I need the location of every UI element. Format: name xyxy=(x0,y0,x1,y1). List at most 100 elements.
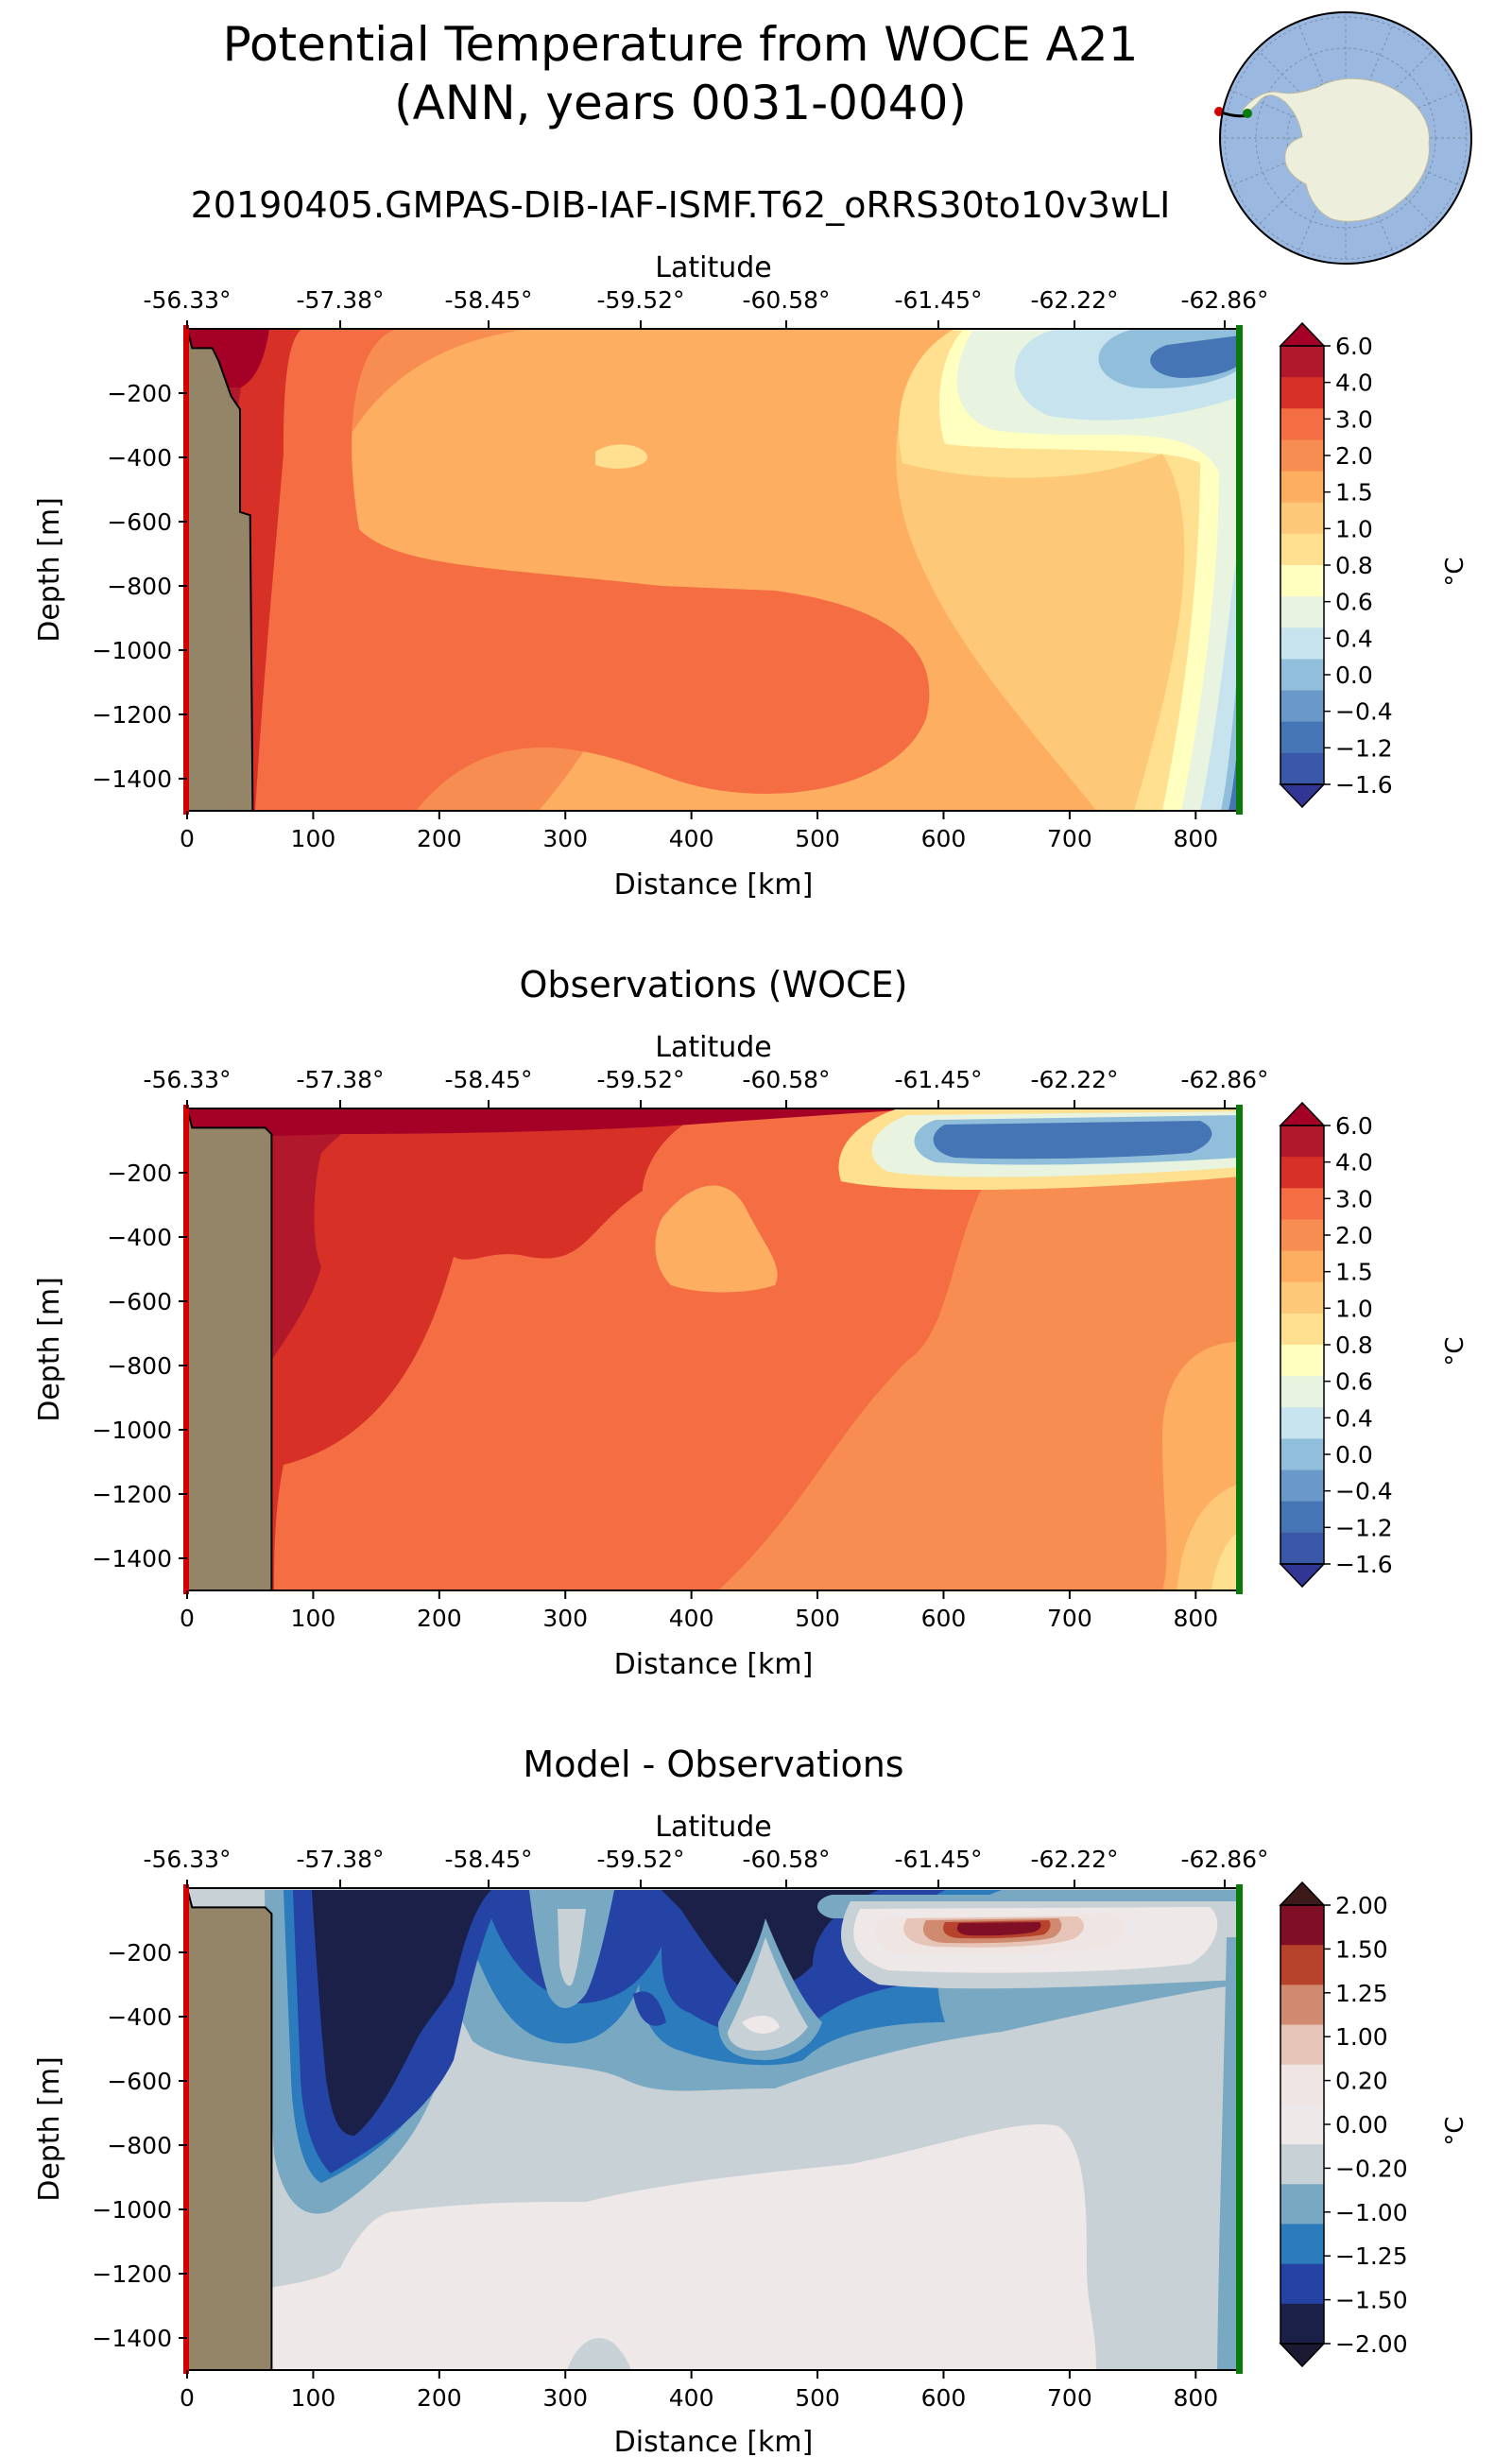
colorbar-tick-label: −0.4 xyxy=(1335,698,1393,726)
model-patch-warm xyxy=(595,444,648,469)
x-tick-label: 800 xyxy=(1173,825,1218,852)
colorbar-band xyxy=(1280,346,1324,378)
colorbar-tick-label: 0.0 xyxy=(1335,662,1373,689)
lat-tick-label: -62.86° xyxy=(1180,286,1268,314)
colorbar-band xyxy=(1280,1984,1324,2026)
x-tick-label: 700 xyxy=(1047,1605,1092,1632)
y-tick-label: −400 xyxy=(107,1224,172,1251)
panel-diff: Model - Observations Latitude xyxy=(33,1744,1469,2457)
y-tick-label: −400 xyxy=(107,2003,172,2031)
inset-map xyxy=(1214,11,1472,265)
lat-tick-label: -60.58° xyxy=(742,1066,830,1093)
model-band-m0p4 xyxy=(1098,329,1240,811)
obs-x-ticks: 0 100 200 300 400 500 600 700 800 xyxy=(180,1590,1218,1632)
colorbar-tick-label: 0.20 xyxy=(1335,2068,1388,2095)
obs-band-1p5 xyxy=(718,1108,1240,1590)
colorbar-band xyxy=(1280,1438,1324,1471)
panel-obs: Observations (WOCE) Latitude 0 100 200 300 4… xyxy=(33,964,1469,1681)
y-tick-label: −1200 xyxy=(92,701,172,729)
colorbar-band xyxy=(1280,721,1324,754)
colorbar-tick-label: 1.5 xyxy=(1335,1259,1373,1286)
colorbar-extend-min xyxy=(1279,783,1326,809)
obs-lat-ticks: -56.33° -57.38° -58.45° -59.52° -60.58° -61.4… xyxy=(143,1066,1269,1108)
diff-x-ticks: 0 100 200 300 400 500 600 700 800 xyxy=(180,2370,1218,2412)
x-tick-label: 800 xyxy=(1173,2384,1218,2412)
lat-tick-label: -59.52° xyxy=(596,1846,684,1873)
diff-colorbar: 2.00 1.50 1.25 1.00 0.20 0.00 −0.20 −1.00 −1.25 −… xyxy=(1279,1881,1408,2368)
colorbar-tick-label: −0.20 xyxy=(1335,2155,1408,2182)
map-antarctica xyxy=(1242,77,1430,222)
lat-tick-label: -61.45° xyxy=(894,1066,982,1093)
colorbar-tick-label: −2.00 xyxy=(1335,2330,1408,2358)
panel-diff-contours xyxy=(187,1888,1240,2370)
colorbar-band xyxy=(1280,1407,1324,1439)
colorbar-band xyxy=(1280,1157,1324,1189)
x-tick-label: 300 xyxy=(542,1605,588,1632)
y-tick-label: −1400 xyxy=(92,2325,172,2352)
panel-diff-lat-label: Latitude xyxy=(655,1811,771,1844)
y-tick-label: −1000 xyxy=(92,2196,172,2224)
colorbar-tick-label: 2.0 xyxy=(1335,1222,1373,1249)
x-tick-label: 700 xyxy=(1047,825,1092,852)
x-tick-label: 100 xyxy=(291,1605,336,1632)
model-colorbar: 6.0 4.0 3.0 2.0 1.5 1.0 0.8 0.6 0.4 0.0 −0.4 −1.2 −1… xyxy=(1279,321,1393,809)
x-tick-label: 400 xyxy=(669,2384,714,2412)
colorbar-tick-label: 6.0 xyxy=(1335,1112,1373,1140)
x-tick-label: 500 xyxy=(795,825,840,852)
panel-model: 20190405.GMPAS-DIB-IAF-ISMF.T62_oRRS30to… xyxy=(33,184,1469,902)
lat-tick-label: -57.38° xyxy=(296,1066,384,1093)
colorbar-tick-label: −1.00 xyxy=(1335,2199,1408,2226)
model-lat-ticks: -56.33° -57.38° -58.45° -59.52° -60.58° -61.4… xyxy=(143,286,1269,329)
colorbar-band xyxy=(1280,2104,1324,2145)
lat-tick-label: -58.45° xyxy=(444,286,532,314)
diff-lat-ticks: -56.33° -57.38° -58.45° -59.52° -60.58° -61.4… xyxy=(143,1846,1269,1888)
colorbar-band xyxy=(1280,1125,1324,1158)
colorbar-band xyxy=(1280,439,1324,472)
obs-y-ticks: −200 −400 −600 −800 −1000 −1200 −1400 xyxy=(92,1160,187,1572)
diff-band-0-m0p2 xyxy=(187,2124,1096,2370)
model-x-ticks: 0 100 200 300 400 500 600 700 800 xyxy=(180,811,1218,852)
diff-land-mask xyxy=(186,1887,273,2371)
panel-diff-title: Model - Observations xyxy=(523,1744,903,1785)
colorbar-band xyxy=(1280,565,1324,597)
colorbar-extend-max xyxy=(1279,321,1326,347)
diff-warm-2 xyxy=(956,1922,1041,1936)
diff-patch-m1p5 xyxy=(633,1991,666,2026)
lat-tick-label: -56.33° xyxy=(143,286,231,314)
y-tick-label: −800 xyxy=(107,1352,172,1380)
obs-band-6 xyxy=(187,1108,926,1139)
obs-patch-warm xyxy=(655,1185,778,1293)
colorbar-band xyxy=(1280,1250,1324,1283)
diff-spike-b xyxy=(558,1909,586,1986)
colorbar-tick-label: 3.0 xyxy=(1335,1185,1373,1212)
colorbar-band xyxy=(1280,471,1324,504)
y-tick-label: −600 xyxy=(107,1288,172,1315)
colorbar-band xyxy=(1280,2024,1324,2066)
colorbar-band xyxy=(1280,596,1324,628)
x-tick-label: 300 xyxy=(542,825,588,852)
panel-model-contours xyxy=(187,329,1240,811)
colorbar-band xyxy=(1280,1501,1324,1534)
colorbar-tick-label: 0.8 xyxy=(1335,1332,1373,1359)
diff-patch-low xyxy=(567,2338,631,2370)
panel-model-title: 20190405.GMPAS-DIB-IAF-ISMF.T62_oRRS30to… xyxy=(191,184,1171,226)
obs-y-axis-label: Depth [m] xyxy=(33,1277,66,1422)
x-tick-label: 600 xyxy=(921,1605,967,1632)
lat-tick-label: -58.45° xyxy=(444,1846,532,1873)
diff-edge-strip xyxy=(1217,1937,1240,2370)
colorbar-tick-label: 0.8 xyxy=(1335,552,1373,579)
y-tick-label: −600 xyxy=(107,508,172,536)
lat-tick-label: -59.52° xyxy=(596,286,684,314)
figure-title-line1: Potential Temperature from WOCE A21 xyxy=(223,17,1139,72)
obs-band-0p6 xyxy=(1211,1531,1240,1590)
obs-band-3 xyxy=(187,1108,718,1590)
obs-section-end-marker xyxy=(1236,1105,1243,1594)
colorbar-band xyxy=(1280,2224,1324,2265)
x-tick-label: 500 xyxy=(795,1605,840,1632)
colorbar-band xyxy=(1280,1281,1324,1314)
diff-section-end-marker xyxy=(1236,1884,1243,2374)
x-tick-label: 200 xyxy=(417,1605,462,1632)
colorbar-extend-max xyxy=(1279,1881,1326,1906)
colorbar-tick-label: 0.0 xyxy=(1335,1441,1373,1469)
colorbar-band xyxy=(1280,2144,1324,2185)
